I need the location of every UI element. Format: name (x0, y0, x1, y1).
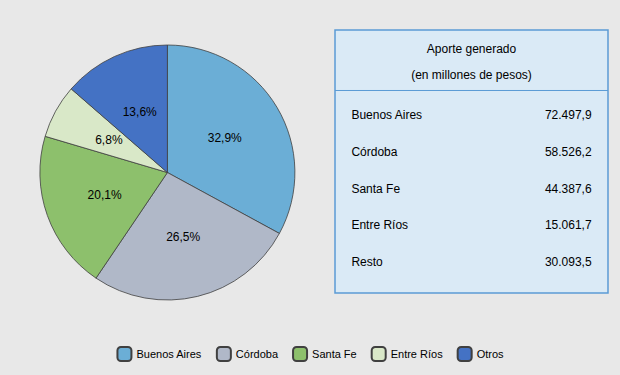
svg-text:Córdoba: Córdoba (236, 348, 279, 360)
svg-text:13,6%: 13,6% (123, 105, 157, 119)
svg-text:Resto: Resto (351, 255, 383, 269)
svg-text:72.497,9: 72.497,9 (545, 108, 592, 122)
svg-text:Buenos Aires: Buenos Aires (351, 108, 422, 122)
svg-text:44.387,6: 44.387,6 (545, 182, 592, 196)
svg-text:Santa Fe: Santa Fe (351, 182, 400, 196)
svg-text:58.526,2: 58.526,2 (545, 145, 592, 159)
svg-text:Córdoba: Córdoba (351, 145, 397, 159)
svg-text:32,9%: 32,9% (208, 131, 242, 145)
svg-text:Buenos Aires: Buenos Aires (136, 348, 201, 360)
svg-text:Otros: Otros (477, 348, 504, 360)
svg-text:6,8%: 6,8% (95, 133, 123, 147)
svg-text:30.093,5: 30.093,5 (545, 255, 592, 269)
svg-text:(en millones de pesos): (en millones de pesos) (411, 68, 532, 82)
svg-text:Santa Fe: Santa Fe (312, 348, 357, 360)
svg-text:26,5%: 26,5% (166, 230, 200, 244)
svg-text:20,1%: 20,1% (88, 188, 122, 202)
svg-text:15.061,7: 15.061,7 (545, 218, 592, 232)
svg-text:Aporte generado: Aporte generado (427, 42, 517, 56)
svg-text:Entre Ríos: Entre Ríos (391, 348, 443, 360)
svg-text:Entre Ríos: Entre Ríos (351, 218, 408, 232)
